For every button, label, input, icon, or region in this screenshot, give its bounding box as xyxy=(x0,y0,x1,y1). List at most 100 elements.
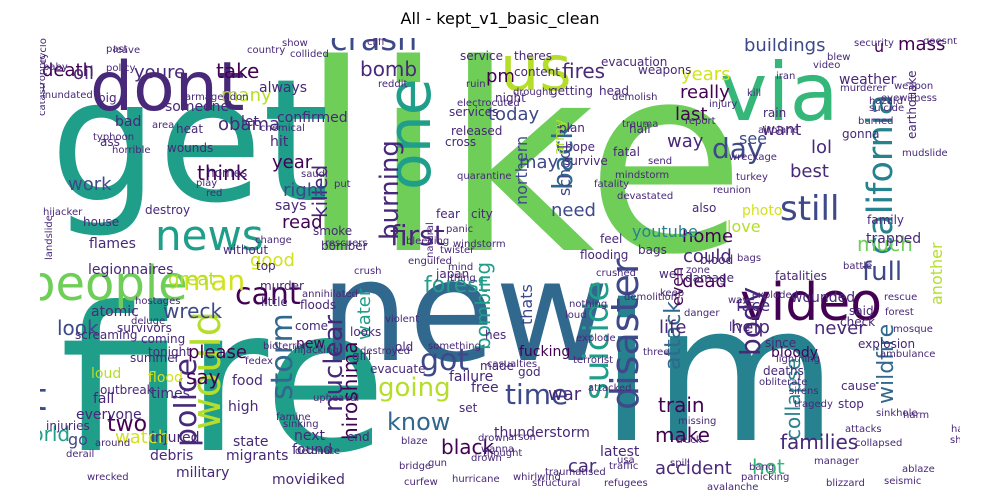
cloud-word: upheaval xyxy=(313,393,359,404)
cloud-word: flood xyxy=(148,370,183,386)
cloud-word: baby xyxy=(43,62,68,73)
cloud-word: burning xyxy=(375,140,405,240)
cloud-word: attacked xyxy=(588,383,632,394)
cloud-word: fatality xyxy=(594,179,629,190)
cloud-word: deaths xyxy=(763,364,804,378)
cloud-word: police xyxy=(169,358,204,447)
cloud-word: ambulance xyxy=(880,349,935,360)
cloud-word: derail xyxy=(66,449,94,460)
cloud-word: released xyxy=(451,124,502,138)
cloud-word: rt xyxy=(40,375,47,419)
cloud-word: lightning xyxy=(776,354,820,365)
cloud-word: wanna xyxy=(481,444,514,455)
cloud-word: god xyxy=(518,365,541,379)
cloud-word: nuclear xyxy=(319,315,349,412)
cloud-word: tragedy xyxy=(794,399,833,410)
cloud-word: video xyxy=(813,60,840,71)
cloud-word: latest xyxy=(600,444,640,460)
cloud-word: liked xyxy=(312,472,345,488)
cloud-word: sirens xyxy=(789,386,819,397)
cloud-word: california xyxy=(861,94,901,255)
cloud-word: read xyxy=(282,212,323,233)
cloud-word: people xyxy=(40,256,188,312)
cloud-word: screaming xyxy=(75,328,138,342)
cloud-word: also xyxy=(692,201,716,215)
cloud-word: school xyxy=(555,145,574,196)
cloud-word: run xyxy=(40,79,45,93)
cloud-word: fall xyxy=(93,391,114,407)
cloud-word: know xyxy=(387,408,450,436)
cloud-word: injured xyxy=(151,430,199,446)
cloud-word: little xyxy=(261,295,288,309)
cloud-word: battle xyxy=(843,261,872,272)
cloud-word: cant xyxy=(235,277,301,312)
cloud-word: said xyxy=(849,304,874,318)
cloud-word: collided xyxy=(290,49,329,60)
cloud-word: danger xyxy=(684,308,720,319)
cloud-word: found xyxy=(292,442,332,458)
cloud-word: typhoon xyxy=(93,132,134,143)
cloud-word: survive xyxy=(564,154,608,168)
cloud-word: time xyxy=(505,378,568,411)
cloud-word: city xyxy=(471,207,493,221)
cloud-word: damage xyxy=(685,271,734,285)
cloud-word: train xyxy=(658,393,705,417)
cloud-word: annihilated xyxy=(302,289,358,300)
cloud-word: obliterate xyxy=(759,377,807,388)
cloud-word: avalanche xyxy=(707,482,758,493)
cloud-word: policy xyxy=(106,63,136,74)
cloud-word: look xyxy=(57,316,99,340)
cloud-word: usa xyxy=(617,455,635,466)
cloud-word: thats xyxy=(517,284,536,325)
cloud-word: another xyxy=(927,242,946,305)
cloud-word: drown xyxy=(478,433,509,444)
cloud-word: family xyxy=(867,213,904,227)
cloud-word: bomber xyxy=(321,239,368,253)
cloud-word: world xyxy=(40,422,70,446)
cloud-word: engulfed xyxy=(408,256,452,267)
cloud-word: cause xyxy=(841,379,876,393)
cloud-word: atomic xyxy=(91,304,139,320)
cloud-word: something xyxy=(428,341,481,352)
cloud-word: still xyxy=(780,189,839,229)
cloud-word: mindstorm xyxy=(615,170,669,181)
cloud-word: burned xyxy=(858,116,893,127)
cloud-word: obama xyxy=(218,114,280,135)
cloud-word: someone xyxy=(165,99,229,115)
cloud-word: homes xyxy=(207,166,247,180)
cloud-word: house xyxy=(83,215,119,229)
cloud-word: survivors xyxy=(117,321,172,335)
cloud-word: sinking xyxy=(283,419,319,430)
cloud-word: show xyxy=(282,38,308,49)
cloud-word: crush xyxy=(354,266,382,277)
cloud-word: face xyxy=(736,296,770,315)
cloud-word: bad xyxy=(115,114,141,130)
cloud-word: kill xyxy=(747,88,761,99)
cloud-word: set xyxy=(459,401,478,415)
cloud-word: harm xyxy=(903,410,929,421)
cloud-word: hostages xyxy=(135,296,180,307)
cloud-word: food xyxy=(232,373,263,389)
cloud-word: get xyxy=(50,43,329,241)
cloud-word: emergency xyxy=(470,38,684,39)
cloud-word: change xyxy=(255,235,292,246)
cloud-word: got xyxy=(420,343,469,378)
cloud-word: bags xyxy=(737,253,761,264)
cloud-word: cliff xyxy=(367,38,386,48)
cloud-word: truck xyxy=(676,435,702,446)
cloud-word: killed xyxy=(308,165,332,218)
cloud-word: check xyxy=(840,315,875,329)
cloud-word: curfew xyxy=(404,477,438,488)
cloud-word: windstorm xyxy=(453,239,506,250)
cloud-word: going xyxy=(378,373,451,403)
cloud-word: reddit xyxy=(378,79,408,90)
cloud-word: lol xyxy=(811,137,832,158)
cloud-word: attacks xyxy=(845,424,882,435)
cloud-word: high xyxy=(228,399,259,415)
cloud-word: big xyxy=(98,91,117,105)
cloud-word: confirmed xyxy=(277,110,348,126)
cloud-word: trapped xyxy=(866,231,921,247)
cloud-word: us xyxy=(500,38,572,105)
cloud-word: car xyxy=(568,456,597,477)
